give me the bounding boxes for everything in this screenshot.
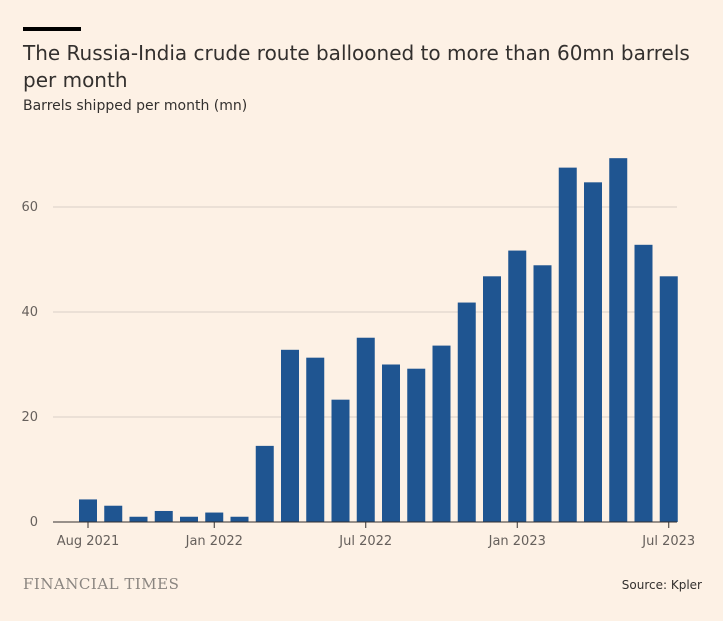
chart-subtitle: Barrels shipped per month (mn) xyxy=(23,98,248,114)
chart-title: The Russia-India crude route ballooned t… xyxy=(23,41,690,92)
bar-2022-03 xyxy=(255,445,274,522)
bar-2022-10 xyxy=(432,345,451,522)
bar-2023-06 xyxy=(634,244,653,523)
bar-2022-12 xyxy=(483,276,501,522)
bar-2022-01 xyxy=(205,512,224,522)
bar-2023-02 xyxy=(533,265,552,522)
y-tick-label: 20 xyxy=(21,410,38,425)
x-tick-label: Jul 2023 xyxy=(641,534,695,549)
bar-2023-01 xyxy=(508,250,527,522)
source-note: Source: Kpler xyxy=(621,578,702,592)
bar-2023-05 xyxy=(609,158,628,523)
bar-2023-07 xyxy=(659,276,678,522)
ft-logo: FINANCIAL TIMES xyxy=(23,575,180,593)
bar-2022-02 xyxy=(230,516,249,522)
y-tick-label: 60 xyxy=(21,200,38,215)
x-tick-label: Jan 2022 xyxy=(185,534,243,549)
x-tick-label: Aug 2021 xyxy=(57,534,120,549)
x-tick-label: Jan 2023 xyxy=(488,534,546,549)
bar-2021-10 xyxy=(129,516,148,522)
bar-2022-04 xyxy=(281,349,299,522)
bar-2022-06 xyxy=(331,399,350,522)
bars xyxy=(79,158,678,523)
bar-2022-08 xyxy=(382,364,400,522)
y-tick-label: 0 xyxy=(30,515,38,530)
bar-2023-04 xyxy=(584,182,602,522)
ft-header-bar xyxy=(23,27,81,31)
axes: 0 20 40 60 Aug 2021 Jan 2022 Jul 2022 Jan 2023 J… xyxy=(21,200,695,549)
bar-2021-12 xyxy=(180,516,198,522)
bar-2022-09 xyxy=(407,368,426,522)
bar-2021-11 xyxy=(154,510,173,522)
bar-2022-07 xyxy=(356,337,375,522)
x-tick-label: Jul 2022 xyxy=(338,534,392,549)
bar-2023-03 xyxy=(558,167,577,522)
y-tick-label: 40 xyxy=(21,305,38,320)
bar-2022-05 xyxy=(306,357,325,522)
bar-2021-09 xyxy=(104,505,123,522)
bar-2022-11 xyxy=(457,302,476,522)
bar-2021-08 xyxy=(79,499,97,522)
